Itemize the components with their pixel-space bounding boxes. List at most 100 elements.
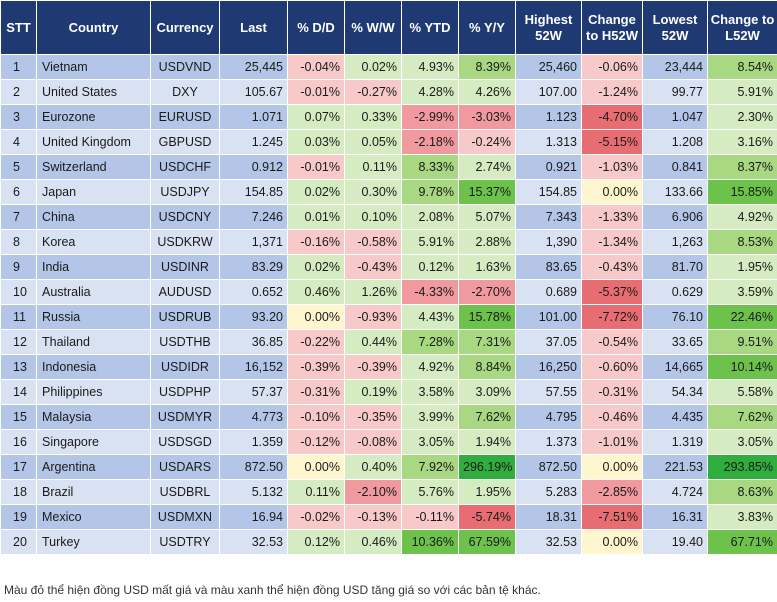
- cell-currency: USDARS: [150, 454, 220, 480]
- cell-ww: 0.30%: [344, 179, 402, 205]
- cell-country: Argentina: [36, 454, 151, 480]
- cell-country: Thailand: [36, 329, 151, 355]
- cell-stt: 1: [0, 54, 37, 80]
- cell-highest-52w: 0.689: [515, 279, 582, 305]
- cell-change-l52w: 8.37%: [707, 154, 777, 180]
- cell-last: 154.85: [219, 179, 288, 205]
- cell-highest-52w: 4.795: [515, 404, 582, 430]
- cell-change-h52w: 0.00%: [581, 454, 643, 480]
- cell-change-l52w: 8.53%: [707, 229, 777, 255]
- table-row: 3 Eurozone EURUSD 1.071 0.07% 0.33% -2.99% -3.0…: [0, 104, 777, 130]
- cell-highest-52w: 16,250: [515, 354, 582, 380]
- cell-stt: 7: [0, 204, 37, 230]
- cell-yy: 2.74%: [458, 154, 516, 180]
- cell-yy: 8.84%: [458, 354, 516, 380]
- table-row: 1 Vietnam USDVND 25,445 -0.04% 0.02% 4.93% 8.39…: [0, 54, 777, 80]
- cell-lowest-52w: 1.047: [642, 104, 708, 130]
- cell-stt: 4: [0, 129, 37, 155]
- cell-currency: USDTRY: [150, 529, 220, 555]
- cell-last: 7.246: [219, 204, 288, 230]
- cell-ytd: 2.08%: [401, 204, 459, 230]
- cell-currency: USDRUB: [150, 304, 220, 330]
- cell-ytd: 10.36%: [401, 529, 459, 555]
- header-stt: STT: [0, 0, 37, 55]
- cell-ytd: -0.11%: [401, 504, 459, 530]
- cell-change-h52w: -1.33%: [581, 204, 643, 230]
- cell-ww: 1.26%: [344, 279, 402, 305]
- table-row: 11 Russia USDRUB 93.20 0.00% -0.93% 4.43% 15.78…: [0, 304, 777, 330]
- cell-lowest-52w: 0.841: [642, 154, 708, 180]
- cell-highest-52w: 37.05: [515, 329, 582, 355]
- cell-country: Indonesia: [36, 354, 151, 380]
- cell-currency: GBPUSD: [150, 129, 220, 155]
- cell-lowest-52w: 0.629: [642, 279, 708, 305]
- cell-last: 93.20: [219, 304, 288, 330]
- cell-change-h52w: -1.24%: [581, 79, 643, 105]
- cell-change-l52w: 9.51%: [707, 329, 777, 355]
- cell-dd: -0.01%: [287, 154, 345, 180]
- cell-yy: 5.07%: [458, 204, 516, 230]
- cell-stt: 17: [0, 454, 37, 480]
- cell-last: 16.94: [219, 504, 288, 530]
- cell-stt: 10: [0, 279, 37, 305]
- cell-lowest-52w: 54.34: [642, 379, 708, 405]
- cell-ytd: 3.99%: [401, 404, 459, 430]
- cell-highest-52w: 7.343: [515, 204, 582, 230]
- cell-yy: -0.24%: [458, 129, 516, 155]
- table-row: 2 United States DXY 105.67 -0.01% -0.27% 4.28%…: [0, 79, 777, 105]
- cell-change-h52w: -0.60%: [581, 354, 643, 380]
- table-row: 6 Japan USDJPY 154.85 0.02% 0.30% 9.78% 15.37% 1…: [0, 179, 777, 205]
- table-row: 20 Turkey USDTRY 32.53 0.12% 0.46% 10.36% 67.59…: [0, 529, 777, 555]
- cell-ww: -2.10%: [344, 479, 402, 505]
- cell-lowest-52w: 1.319: [642, 429, 708, 455]
- cell-last: 0.912: [219, 154, 288, 180]
- header-lowest-52w: Lowest 52W: [642, 0, 708, 55]
- cell-currency: USDIDR: [150, 354, 220, 380]
- table-row: 13 Indonesia USDIDR 16,152 -0.39% -0.39% 4.92%…: [0, 354, 777, 380]
- cell-currency: USDVND: [150, 54, 220, 80]
- cell-last: 1.245: [219, 129, 288, 155]
- cell-lowest-52w: 133.66: [642, 179, 708, 205]
- cell-currency: USDPHP: [150, 379, 220, 405]
- cell-ww: -0.27%: [344, 79, 402, 105]
- table-row: 15 Malaysia USDMYR 4.773 -0.10% -0.35% 3.99% 7.…: [0, 404, 777, 430]
- cell-lowest-52w: 81.70: [642, 254, 708, 280]
- cell-currency: USDCNY: [150, 204, 220, 230]
- cell-change-h52w: -0.54%: [581, 329, 643, 355]
- cell-country: China: [36, 204, 151, 230]
- cell-last: 25,445: [219, 54, 288, 80]
- cell-change-h52w: -0.31%: [581, 379, 643, 405]
- cell-ww: 0.11%: [344, 154, 402, 180]
- cell-country: Philippines: [36, 379, 151, 405]
- cell-stt: 12: [0, 329, 37, 355]
- cell-dd: -0.31%: [287, 379, 345, 405]
- cell-currency: USDTHB: [150, 329, 220, 355]
- cell-currency: USDCHF: [150, 154, 220, 180]
- cell-dd: 0.03%: [287, 129, 345, 155]
- cell-change-h52w: -4.70%: [581, 104, 643, 130]
- cell-highest-52w: 32.53: [515, 529, 582, 555]
- cell-ytd: 3.58%: [401, 379, 459, 405]
- cell-stt: 8: [0, 229, 37, 255]
- cell-last: 1,371: [219, 229, 288, 255]
- cell-last: 5.132: [219, 479, 288, 505]
- cell-lowest-52w: 16.31: [642, 504, 708, 530]
- header-row: STT Country Currency Last % D/D % W/W % …: [0, 0, 777, 55]
- table-row: 5 Switzerland USDCHF 0.912 -0.01% 0.11% 8.33% 2…: [0, 154, 777, 180]
- cell-lowest-52w: 23,444: [642, 54, 708, 80]
- cell-currency: USDMYR: [150, 404, 220, 430]
- cell-ytd: 4.92%: [401, 354, 459, 380]
- cell-ytd: 0.12%: [401, 254, 459, 280]
- header-ww: % W/W: [344, 0, 402, 55]
- cell-dd: -0.22%: [287, 329, 345, 355]
- table-row: 10 Australia AUDUSD 0.652 0.46% 1.26% -4.33% -2…: [0, 279, 777, 305]
- cell-change-l52w: 4.92%: [707, 204, 777, 230]
- cell-currency: USDINR: [150, 254, 220, 280]
- cell-lowest-52w: 33.65: [642, 329, 708, 355]
- cell-ww: -0.93%: [344, 304, 402, 330]
- header-last: Last: [219, 0, 288, 55]
- cell-last: 0.652: [219, 279, 288, 305]
- cell-ytd: 4.28%: [401, 79, 459, 105]
- cell-country: Australia: [36, 279, 151, 305]
- cell-currency: AUDUSD: [150, 279, 220, 305]
